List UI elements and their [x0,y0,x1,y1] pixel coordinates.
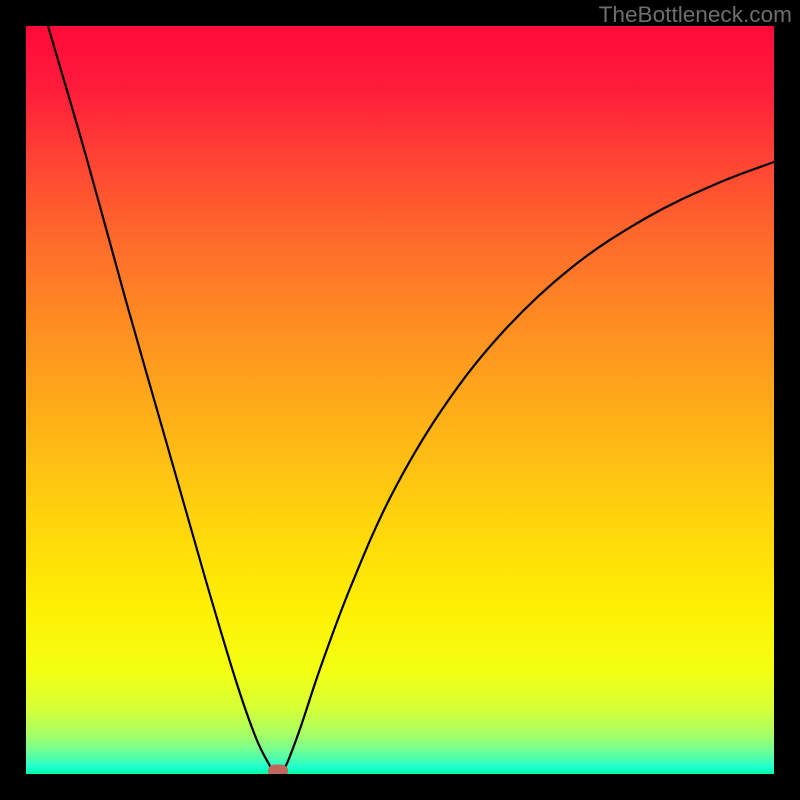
minimum-marker [268,765,288,775]
chart-frame: TheBottleneck.com [0,0,800,800]
bottleneck-curve [26,26,774,774]
watermark-text: TheBottleneck.com [599,2,792,28]
curve-left-branch [48,26,274,772]
curve-right-branch [282,162,774,772]
plot-area [26,26,774,774]
